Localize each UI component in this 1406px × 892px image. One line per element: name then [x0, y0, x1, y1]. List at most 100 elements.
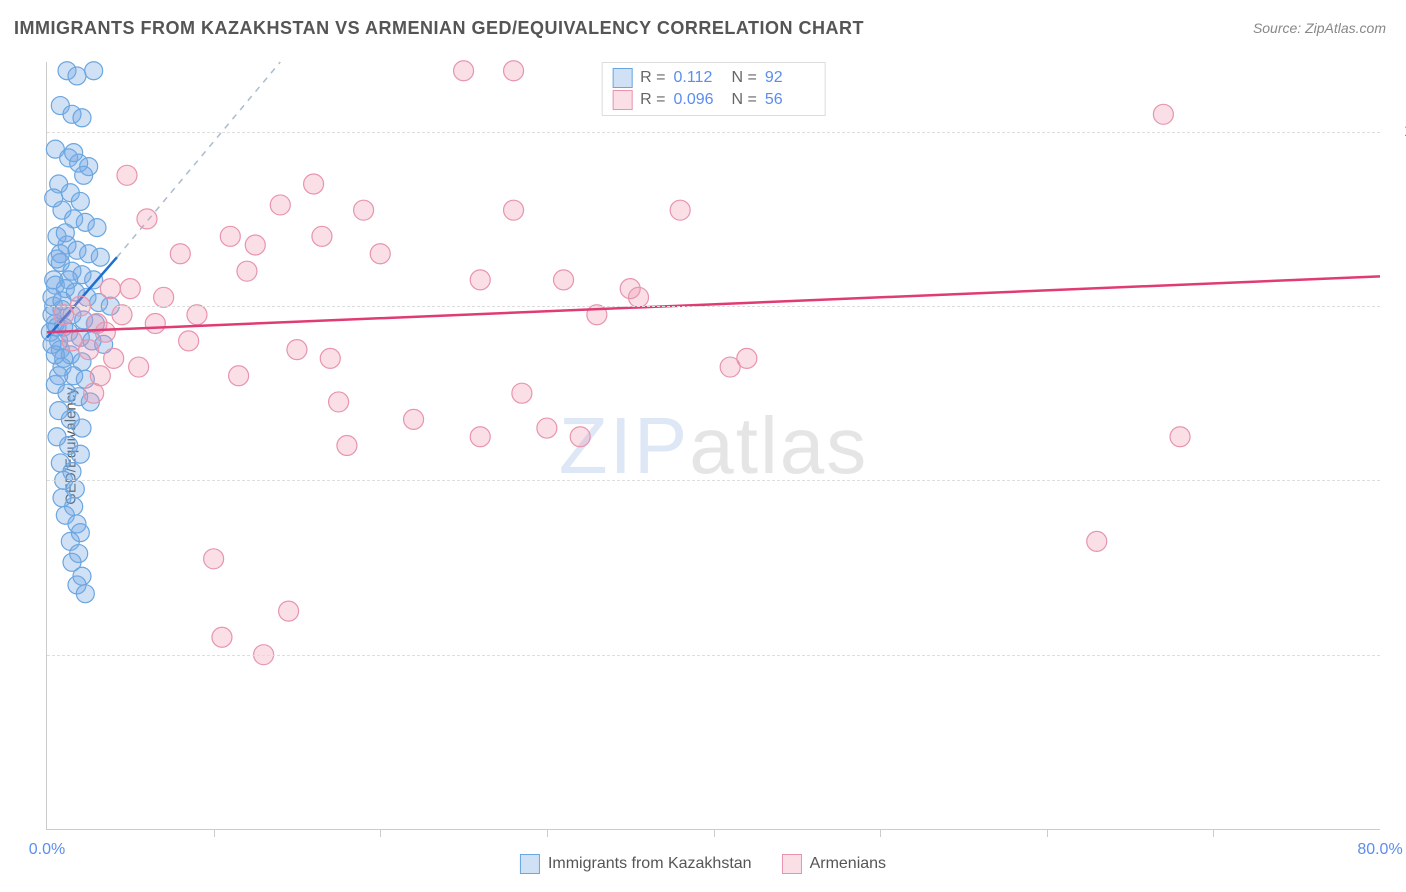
data-point: [670, 200, 690, 220]
stat-label-n2: N =: [732, 91, 757, 109]
data-point: [737, 348, 757, 368]
data-point: [73, 419, 91, 437]
data-point: [112, 305, 132, 325]
data-point: [145, 313, 165, 333]
data-point: [154, 287, 174, 307]
data-point: [170, 244, 190, 264]
data-point: [79, 340, 99, 360]
data-point: [212, 627, 232, 647]
data-point: [117, 165, 137, 185]
data-point: [1087, 531, 1107, 551]
data-point: [51, 245, 69, 263]
data-point: [570, 427, 590, 447]
ytick-label: 100.0%: [1392, 123, 1406, 141]
data-point: [287, 340, 307, 360]
data-point: [76, 585, 94, 603]
stat-label-n1: N =: [732, 69, 757, 87]
plot-area: ZIPatlas R = 0.112 N = 92 R = 0.096 N = …: [46, 62, 1380, 830]
data-point: [504, 200, 524, 220]
data-point: [71, 445, 89, 463]
data-point: [404, 409, 424, 429]
data-point: [85, 271, 103, 289]
data-point: [470, 270, 490, 290]
xtick-mark: [1213, 829, 1214, 837]
stat-value-r2: 0.096: [674, 91, 724, 109]
data-point: [95, 322, 115, 342]
ytick-label: 80.0%: [1392, 471, 1406, 489]
ytick-label: 70.0%: [1392, 646, 1406, 664]
xtick-label: 0.0%: [29, 841, 65, 859]
stats-row-2: R = 0.096 N = 56: [612, 89, 815, 111]
gridline-h: [47, 480, 1380, 481]
chart-title: IMMIGRANTS FROM KAZAKHSTAN VS ARMENIAN G…: [14, 18, 864, 39]
data-point: [56, 224, 74, 242]
data-point: [1153, 104, 1173, 124]
data-point: [312, 226, 332, 246]
xtick-mark: [547, 829, 548, 837]
data-point: [537, 418, 557, 438]
data-point: [554, 270, 574, 290]
legend-item-1: Immigrants from Kazakhstan: [520, 854, 752, 874]
gridline-h: [47, 306, 1380, 307]
stat-value-n1: 92: [765, 69, 815, 87]
data-point: [229, 366, 249, 386]
chart-svg: [47, 62, 1380, 829]
data-point: [45, 271, 63, 289]
xtick-mark: [714, 829, 715, 837]
data-point: [100, 279, 120, 299]
data-point: [1170, 427, 1190, 447]
data-point: [179, 331, 199, 351]
source-label: Source: ZipAtlas.com: [1253, 20, 1386, 36]
data-point: [370, 244, 390, 264]
data-point: [220, 226, 240, 246]
data-point: [43, 335, 61, 353]
data-point: [329, 392, 349, 412]
xtick-mark: [380, 829, 381, 837]
legend-label-1: Immigrants from Kazakhstan: [548, 855, 752, 873]
gridline-h: [47, 655, 1380, 656]
data-point: [512, 383, 532, 403]
data-point: [68, 67, 86, 85]
data-point: [91, 248, 109, 266]
xtick-mark: [1047, 829, 1048, 837]
legend-item-2: Armenians: [782, 854, 886, 874]
bottom-legend: Immigrants from Kazakhstan Armenians: [520, 854, 886, 874]
xtick-mark: [880, 829, 881, 837]
swatch-series2: [612, 90, 632, 110]
stat-label-r1: R =: [640, 69, 665, 87]
data-point: [65, 144, 83, 162]
xtick-mark: [214, 829, 215, 837]
data-point: [104, 348, 124, 368]
data-point: [304, 174, 324, 194]
data-point: [45, 189, 63, 207]
legend-swatch-1: [520, 854, 540, 874]
data-point: [50, 367, 68, 385]
stat-value-n2: 56: [765, 91, 815, 109]
data-point: [88, 219, 106, 237]
data-point: [279, 601, 299, 621]
data-point: [320, 348, 340, 368]
data-point: [137, 209, 157, 229]
data-point: [75, 166, 93, 184]
data-point: [129, 357, 149, 377]
stat-label-r2: R =: [640, 91, 665, 109]
data-point: [454, 61, 474, 81]
data-point: [187, 305, 207, 325]
data-point: [71, 192, 89, 210]
ytick-label: 90.0%: [1392, 297, 1406, 315]
data-point: [354, 200, 374, 220]
stat-value-r1: 0.112: [674, 69, 724, 87]
data-point: [237, 261, 257, 281]
legend-label-2: Armenians: [810, 855, 886, 873]
data-point: [84, 383, 104, 403]
stats-row-1: R = 0.112 N = 92: [612, 67, 815, 89]
data-point: [245, 235, 265, 255]
data-point: [73, 109, 91, 127]
stats-legend: R = 0.112 N = 92 R = 0.096 N = 56: [601, 62, 826, 116]
data-point: [470, 427, 490, 447]
data-point: [504, 61, 524, 81]
gridline-h: [47, 132, 1380, 133]
data-point: [629, 287, 649, 307]
swatch-series1: [612, 68, 632, 88]
data-point: [120, 279, 140, 299]
